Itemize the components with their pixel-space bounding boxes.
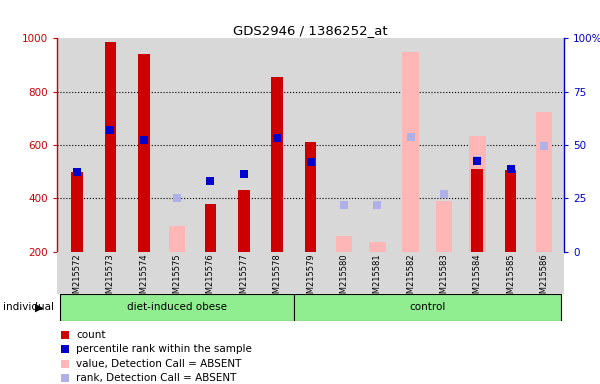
Bar	[369, 242, 386, 252]
Bar	[305, 142, 316, 252]
FancyBboxPatch shape	[294, 294, 560, 321]
Bar	[271, 77, 283, 252]
Bar	[104, 42, 116, 252]
Bar	[138, 55, 149, 252]
Text: individual: individual	[3, 302, 54, 312]
Bar	[402, 52, 419, 252]
Text: GSM215586: GSM215586	[539, 254, 548, 305]
Text: GSM215582: GSM215582	[406, 254, 415, 304]
Text: GSM215585: GSM215585	[506, 254, 515, 304]
FancyBboxPatch shape	[61, 294, 294, 321]
Text: rank, Detection Call = ABSENT: rank, Detection Call = ABSENT	[76, 373, 236, 383]
Text: percentile rank within the sample: percentile rank within the sample	[76, 344, 252, 354]
Text: control: control	[409, 302, 445, 312]
Text: count: count	[76, 330, 106, 340]
Text: GSM215575: GSM215575	[173, 254, 182, 304]
Title: GDS2946 / 1386252_at: GDS2946 / 1386252_at	[233, 24, 388, 37]
Bar	[472, 169, 483, 252]
Text: diet-induced obese: diet-induced obese	[127, 302, 227, 312]
Bar	[169, 226, 185, 252]
Text: ▶: ▶	[35, 302, 43, 312]
Text: GSM215579: GSM215579	[306, 254, 315, 304]
Text: GSM215572: GSM215572	[73, 254, 82, 304]
Bar	[436, 201, 452, 252]
Bar	[469, 136, 485, 252]
Text: GSM215573: GSM215573	[106, 254, 115, 305]
Text: GSM215577: GSM215577	[239, 254, 248, 305]
Text: value, Detection Call = ABSENT: value, Detection Call = ABSENT	[76, 359, 242, 369]
Bar	[335, 235, 352, 252]
Bar	[238, 190, 250, 252]
Text: GSM215578: GSM215578	[272, 254, 281, 305]
Bar	[205, 204, 216, 252]
Bar	[71, 172, 83, 252]
Text: GSM215576: GSM215576	[206, 254, 215, 305]
Text: GSM215583: GSM215583	[439, 254, 448, 305]
Text: GSM215581: GSM215581	[373, 254, 382, 304]
Text: GSM215580: GSM215580	[340, 254, 349, 304]
Bar	[536, 112, 553, 252]
Text: GSM215584: GSM215584	[473, 254, 482, 304]
Bar	[505, 170, 517, 252]
Text: GSM215574: GSM215574	[139, 254, 148, 304]
